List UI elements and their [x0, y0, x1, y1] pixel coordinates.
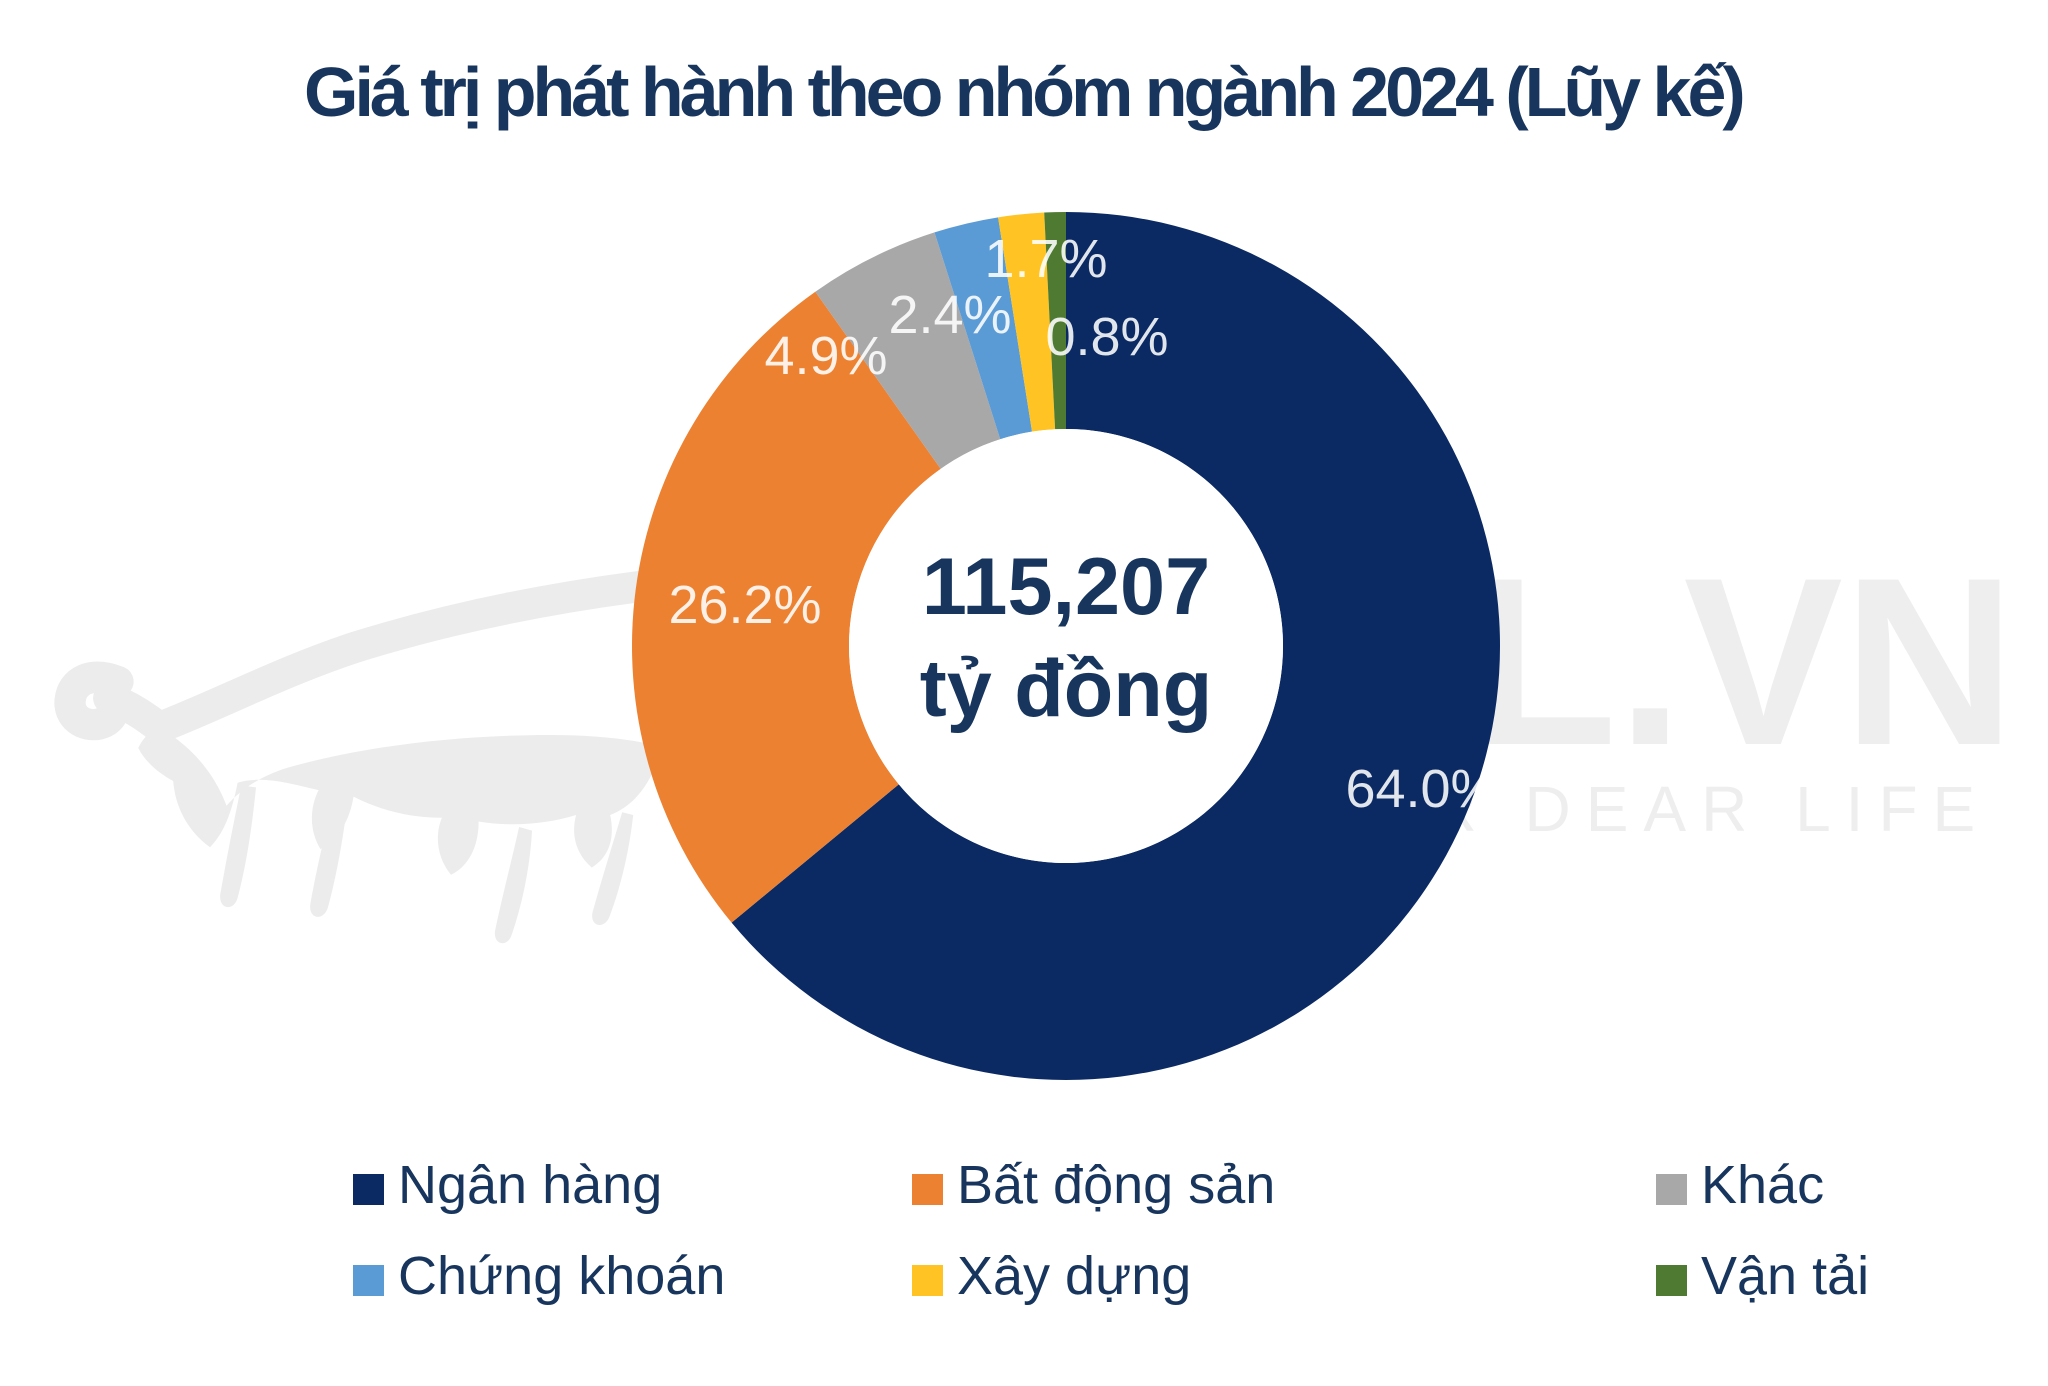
svg-text:4.9%: 4.9% [764, 326, 887, 386]
svg-text:2.4%: 2.4% [888, 285, 1011, 345]
svg-text:0.8%: 0.8% [1045, 307, 1168, 367]
svg-text:64.0%: 64.0% [1345, 759, 1498, 819]
svg-text:115,207: 115,207 [922, 542, 1210, 632]
svg-text:26.2%: 26.2% [668, 575, 821, 635]
svg-text:1.7%: 1.7% [984, 229, 1107, 289]
svg-text:tỷ đồng: tỷ đồng [920, 644, 1212, 734]
